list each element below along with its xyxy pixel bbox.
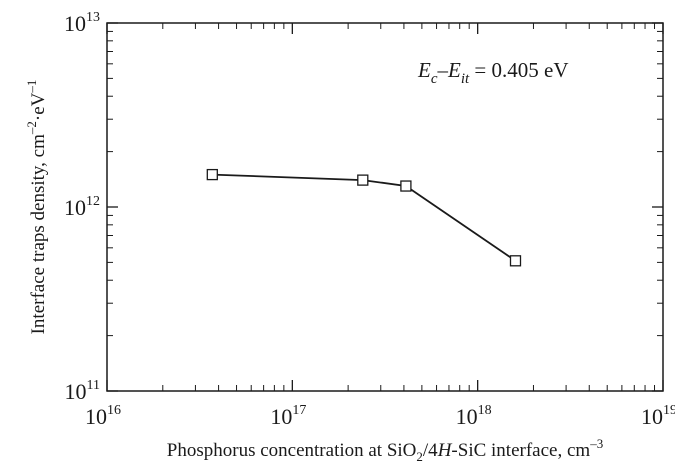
y-axis-label: Interface traps density, cm–2·eV–1 [24, 80, 49, 335]
x-tick-label: 1016 [85, 403, 121, 429]
series-layer [206, 168, 522, 267]
x-tick-label: 1019 [641, 403, 675, 429]
annotation: Ec–Eit = 0.405 eV [417, 58, 569, 87]
series-line [212, 173, 517, 262]
y-tick-label: 1012 [64, 194, 100, 220]
tick-labels: 1016 1017 1018 1019 1011 1012 1013 [64, 10, 675, 429]
x-axis-label: Phosphorus concentration at SiO2/4H-SiC … [167, 436, 603, 464]
y-tick-label: 1011 [65, 378, 100, 404]
data-point-marker [509, 255, 522, 267]
data-point-marker [357, 174, 369, 186]
data-point-marker [400, 180, 412, 192]
data-point-marker [206, 168, 218, 181]
y-tick-label: 1013 [64, 10, 100, 36]
x-tick-label: 1017 [270, 403, 306, 429]
major-ticks [106, 22, 664, 392]
plot-frame [106, 22, 664, 392]
x-tick-label: 1018 [456, 403, 492, 429]
minor-ticks [107, 23, 663, 391]
